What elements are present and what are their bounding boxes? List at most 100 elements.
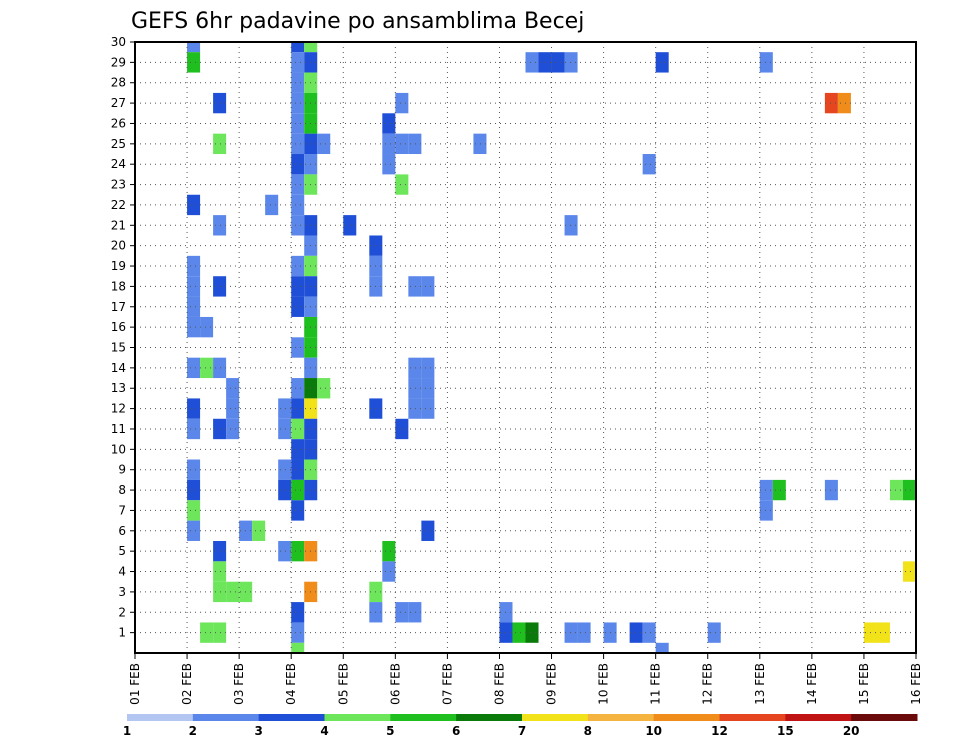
x-tick-label: 02 FEB — [180, 663, 194, 705]
colorbar-label: 6 — [452, 724, 460, 738]
heatmap-cell — [291, 133, 305, 155]
heatmap-cell — [187, 194, 201, 216]
heatmap-cell — [291, 215, 305, 236]
heatmap-cell — [759, 500, 773, 521]
heatmap-cell — [291, 174, 305, 195]
heatmap-cell — [382, 540, 396, 562]
heatmap-cell — [421, 398, 435, 419]
heatmap-cell — [291, 194, 305, 216]
heatmap-cell — [187, 459, 201, 480]
heatmap-cell — [551, 52, 565, 73]
heatmap-cell — [187, 316, 201, 338]
grid-lines — [135, 42, 916, 653]
heatmap-cell — [200, 357, 214, 379]
heatmap-cell — [213, 92, 227, 114]
heatmap-cell — [278, 459, 292, 480]
colorbar-label: 1 — [123, 724, 131, 738]
heatmap-cell — [291, 154, 305, 175]
heatmap-cell — [291, 378, 305, 399]
y-tick-label: 28 — [111, 76, 126, 90]
heatmap-cell — [187, 479, 201, 501]
x-tick-label: 04 FEB — [284, 663, 298, 705]
heatmap-cell — [291, 602, 305, 623]
colorbar-swatch — [522, 714, 589, 721]
heatmap-cell — [317, 378, 331, 399]
heatmap-cell — [317, 133, 331, 155]
x-axis-ticks: 01 FEB 02 FEB 03 FEB 04 FEB 05 FEB 06 FEB 07 F… — [128, 653, 923, 705]
heatmap-cell — [421, 276, 435, 297]
chart-title: GEFS 6hr padavine po ansamblima Becej — [131, 9, 584, 34]
heatmap-cell — [278, 398, 292, 419]
heatmap-cell — [200, 316, 214, 338]
colorbar-swatch — [258, 714, 325, 721]
heatmap-cell — [213, 357, 227, 379]
y-tick-label: 26 — [111, 116, 126, 130]
colorbar-swatch — [653, 714, 720, 721]
heatmap-cell — [642, 154, 656, 175]
heatmap-cell — [278, 479, 292, 501]
heatmap-cell — [759, 479, 773, 501]
heatmap-cell — [291, 92, 305, 114]
y-tick-label: 29 — [111, 55, 126, 69]
heatmap-cell — [187, 357, 201, 379]
y-tick-label: 20 — [111, 239, 126, 253]
colorbar-swatch — [719, 714, 786, 721]
x-tick-label: 08 FEB — [492, 663, 506, 705]
heatmap-cell — [213, 622, 227, 643]
heatmap-cell — [382, 113, 396, 134]
y-tick-label: 7 — [118, 503, 126, 517]
heatmap-cell — [564, 215, 578, 236]
y-tick-label: 17 — [111, 300, 126, 314]
colorbar-swatch — [390, 714, 457, 721]
y-tick-label: 15 — [111, 341, 126, 355]
heatmap-cell — [213, 418, 227, 440]
heatmap-cell — [902, 479, 916, 501]
y-tick-label: 2 — [118, 605, 126, 619]
heatmap-cell — [291, 418, 305, 440]
heatmap-cell — [278, 418, 292, 440]
heatmap-cell — [824, 479, 838, 501]
y-tick-label: 21 — [111, 218, 126, 232]
y-tick-label: 3 — [118, 585, 126, 599]
heatmap-cell — [343, 215, 357, 236]
heatmap-cell — [512, 622, 526, 643]
heatmap-cell — [382, 133, 396, 155]
y-tick-label: 10 — [111, 442, 126, 456]
colorbar-label: 15 — [777, 724, 794, 738]
y-tick-label: 12 — [111, 402, 126, 416]
heatmap-cell — [382, 154, 396, 175]
heatmap-cell — [395, 602, 409, 623]
heatmap-cell — [642, 622, 656, 643]
heatmap-cell — [291, 42, 305, 53]
heatmap-cell — [291, 642, 305, 653]
heatmap-cell — [226, 398, 240, 419]
colorbar-label: 5 — [386, 724, 394, 738]
heatmap-cell — [213, 133, 227, 155]
heatmap-cell — [564, 622, 578, 643]
y-axis-ticks: 1234567891011121314151617181920212223242… — [111, 35, 135, 640]
heatmap-cell — [629, 622, 643, 643]
heatmap-cell — [395, 418, 409, 440]
heatmap-cell — [291, 52, 305, 73]
heatmap-cell — [291, 622, 305, 643]
heatmap-cell — [707, 622, 721, 643]
heatmap-cell — [213, 276, 227, 297]
x-tick-label: 12 FEB — [701, 663, 715, 705]
heatmap-cell — [408, 602, 422, 623]
x-tick-label: 13 FEB — [753, 663, 767, 705]
heatmap-cell — [876, 622, 890, 643]
heatmap-cell — [525, 622, 539, 643]
heatmap-cell — [421, 520, 435, 541]
heatmap-cell — [421, 357, 435, 379]
y-tick-label: 25 — [111, 137, 126, 151]
colorbar: 1 2 3 4 5 6 7 8 10 12 15 20 — [123, 714, 918, 738]
heatmap-cell — [226, 581, 240, 603]
y-tick-label: 18 — [111, 279, 126, 293]
heatmap-cell — [291, 479, 305, 501]
heatmap-cell — [772, 479, 786, 501]
colorbar-swatch — [851, 714, 918, 721]
x-tick-label: 14 FEB — [805, 663, 819, 705]
heatmap-cell — [291, 276, 305, 297]
colorbar-label: 2 — [189, 724, 197, 738]
